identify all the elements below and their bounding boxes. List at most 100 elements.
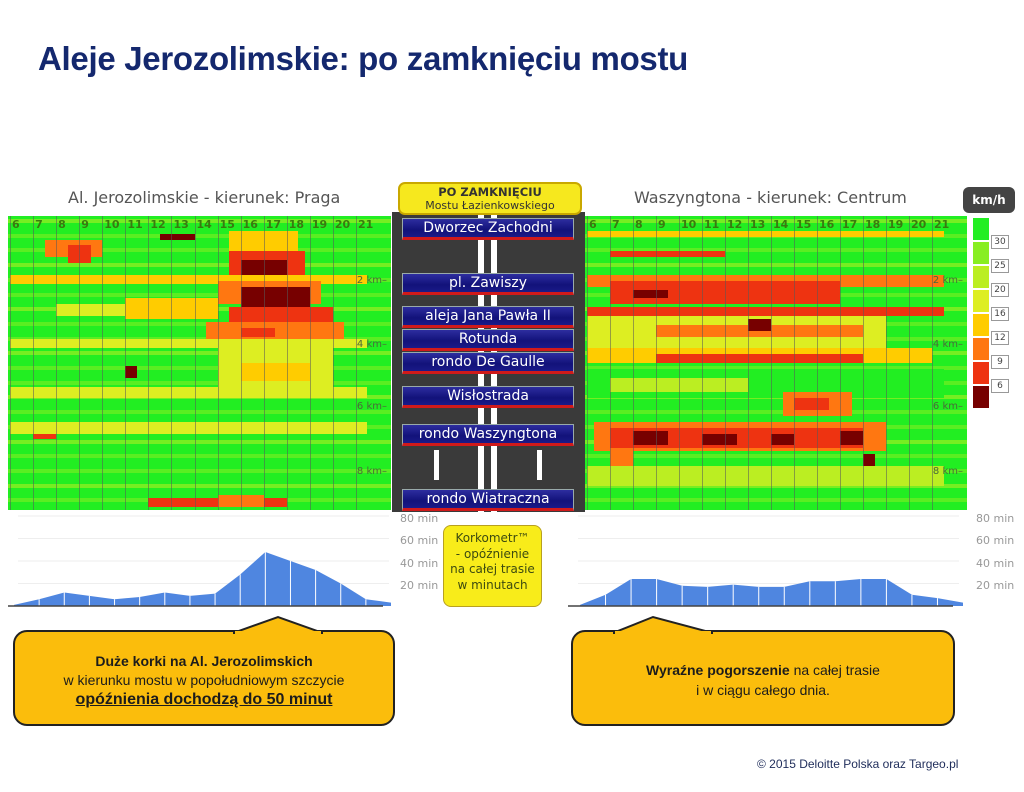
hour-gridline [240, 216, 242, 510]
right-callout: Wyraźne pogorszenie na całej trasie i w … [571, 615, 955, 726]
closure-line2: Mostu Łazienkowskiego [425, 199, 555, 212]
right-heatmap: 6 7 8 9 10 11 12 13 14 15 16 17 18 19 20 21 2 km– 4 km– 6 … [585, 216, 967, 510]
hour-gridline [633, 216, 634, 510]
heatmap-band [125, 365, 137, 378]
korkometr-line: - opóźnienie [455, 546, 530, 561]
hour-gridline [332, 216, 334, 510]
heatmap-band [610, 251, 725, 258]
heatmap-band [8, 454, 391, 459]
heatmap-band [33, 433, 57, 440]
callout-emphasis: opóźnienia dochodzą do 50 minut [75, 691, 333, 708]
hour-gridline [56, 216, 58, 510]
hour-label: 18 [288, 218, 305, 231]
hour-gridline [171, 216, 173, 510]
closure-line1: PO ZAMKNIĘCIU [438, 185, 542, 199]
callout-headline: Duże korki na Al. Jerozolimskich [95, 653, 313, 669]
closure-label: PO ZAMKNIĘCIU Mostu Łazienkowskiego [398, 182, 582, 215]
heatmap-band [229, 307, 333, 322]
heatmap-band [10, 421, 368, 434]
hour-gridline [148, 216, 150, 510]
legend-swatch [973, 218, 989, 240]
legend-swatch [973, 386, 989, 408]
heatmap-band [8, 380, 391, 385]
right-axis-40: 40 min [976, 557, 1015, 570]
hour-gridline [656, 216, 657, 510]
hour-gridline [10, 216, 11, 510]
heatmap-band [8, 263, 391, 268]
left-panel-title: Al. Jerozolimskie - kierunek: Praga [68, 188, 341, 207]
callout-text: na całej trasie [789, 662, 880, 678]
left-callout: Duże korki na Al. Jerozolimskich w kieru… [13, 615, 395, 726]
heatmap-band [8, 219, 391, 223]
right-panel-title: Waszyngtona - kierunek: Centrum [634, 188, 907, 207]
hour-label: 17 [265, 218, 281, 231]
hour-label: 8 [58, 218, 66, 231]
legend-tick-label: 16 [991, 307, 1009, 321]
delay-area-svg [568, 515, 963, 607]
legend-swatch [973, 242, 989, 264]
heatmap-band [587, 230, 944, 237]
legend-tick-label: 12 [991, 331, 1009, 345]
legend-swatch [973, 290, 989, 312]
hour-label: 15 [219, 218, 235, 231]
hour-label: 10 [681, 218, 697, 231]
km-label: 6 km– [356, 401, 387, 413]
hour-gridline [587, 216, 588, 510]
hour-label: 15 [796, 218, 812, 231]
hour-label: 14 [773, 218, 789, 231]
heatmap-band [8, 351, 391, 356]
heatmap-band [8, 248, 391, 253]
legend-swatch [973, 338, 989, 360]
hour-gridline [679, 216, 680, 510]
callout-text: w kierunku mostu w popołudniowym szczyci… [63, 672, 345, 688]
hour-label: 6 [12, 218, 20, 231]
heatmap-band [240, 363, 310, 381]
callout-text-2: i w ciągu całego dnia. [696, 682, 830, 698]
legend-tick-label: 20 [991, 283, 1009, 297]
heatmap-band [8, 336, 391, 341]
left-delay-chart [8, 512, 393, 612]
hour-label: 10 [104, 218, 120, 231]
heatmap-band [159, 233, 195, 240]
right-axis-60: 60 min [976, 534, 1015, 547]
km-label: 6 km– [932, 401, 963, 413]
hour-label: 13 [173, 218, 189, 231]
sign-dworzec-zachodni: Dworzec Zachodni [402, 218, 574, 240]
callout-notch [233, 615, 323, 635]
heatmap-band [610, 427, 863, 449]
legend-swatch [973, 314, 989, 336]
hour-label: 6 [589, 218, 597, 231]
hour-label: 8 [635, 218, 643, 231]
sign-de-gaulle: rondo De Gaulle [402, 352, 574, 374]
hour-gridline [79, 216, 81, 510]
hour-gridline [748, 216, 749, 510]
hour-gridline [217, 216, 219, 510]
hour-label: 12 [150, 218, 166, 231]
km-label: 2 km– [356, 274, 387, 286]
hour-gridline [909, 216, 910, 510]
km-label: 4 km– [356, 339, 387, 351]
korkometr-line: Korkometr™ [455, 531, 530, 545]
sign-rondo-wiatraczna: rondo Wiatraczna [402, 489, 574, 511]
legend-tick-label: 6 [991, 379, 1009, 393]
left-axis-60: 60 min [400, 534, 439, 547]
hour-gridline [771, 216, 772, 510]
left-heatmap: 6 7 8 9 10 11 12 13 14 15 16 17 18 19 20 21 2 km– 4 km– 6 … [8, 216, 391, 510]
heatmap-band [587, 465, 944, 487]
legend-swatch [973, 266, 989, 288]
hour-label: 20 [334, 218, 351, 231]
sign-jana-pawla: aleja Jana Pawła II [402, 306, 574, 328]
left-axis-20: 20 min [400, 579, 439, 592]
hour-gridline [309, 216, 311, 510]
callout-notch [613, 615, 713, 635]
hour-gridline [886, 216, 887, 510]
heatmap-band [633, 289, 668, 299]
callout-headline: Wyraźne pogorszenie [646, 662, 790, 678]
hour-label: 7 [35, 218, 43, 231]
hour-label: 11 [704, 218, 720, 231]
hour-label: 17 [842, 218, 858, 231]
delay-area-svg [8, 515, 391, 607]
heatmap-band [10, 274, 368, 284]
heatmap-band [748, 318, 771, 331]
heatmap-band [8, 292, 391, 297]
